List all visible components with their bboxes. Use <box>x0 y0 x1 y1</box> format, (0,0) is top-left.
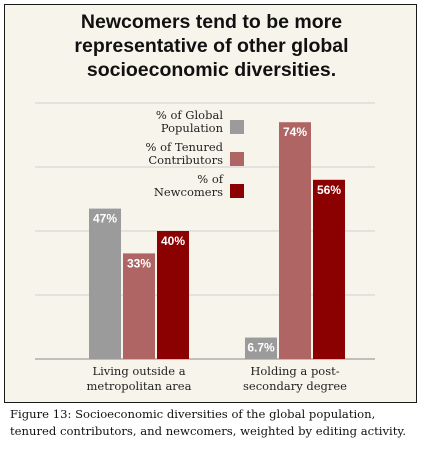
chart-legend-swatch <box>230 120 244 134</box>
chart-category-label: Holding a post- <box>250 364 339 378</box>
chart-bar-data-label: 40% <box>161 234 185 248</box>
chart-category-label: metropolitan area <box>87 379 192 393</box>
chart-bar <box>123 253 155 359</box>
chart-title-line: representative of other global <box>74 35 348 57</box>
figure-frame: Newcomers tend to be more representative … <box>4 4 417 444</box>
figure-caption: Figure 13: Socioeconomic diversities of … <box>4 402 417 444</box>
chart-bars <box>89 122 345 359</box>
chart-legend-label: % of Global <box>156 108 223 122</box>
chart-bar <box>313 179 345 359</box>
chart-bar-data-label: 33% <box>127 256 151 270</box>
chart-bar <box>245 337 277 359</box>
chart-bar-labels: 47% 33% 40% 6.7% 74% 56% <box>93 125 341 354</box>
chart-title-line: Newcomers tend to be more <box>81 11 342 33</box>
chart-category-label: Living outside a <box>92 364 185 378</box>
chart-legend-swatch <box>230 152 244 166</box>
chart-title-line: socioeconomic diversities. <box>87 59 336 81</box>
chart-title: Newcomers tend to be morerepresentative … <box>74 11 348 81</box>
chart-bar-data-label: 47% <box>93 212 117 226</box>
chart-legend-label: Population <box>161 121 224 135</box>
chart-category-label: secondary degree <box>243 379 347 393</box>
chart-bar-data-label: 6.7% <box>247 341 275 355</box>
chart-bar-data-label: 56% <box>317 183 341 197</box>
chart-bar <box>89 208 121 359</box>
chart-legend-label: % of <box>197 172 224 186</box>
chart-bar <box>279 122 311 359</box>
chart-bar-data-label: 74% <box>283 125 307 139</box>
bar-chart: Newcomers tend to be morerepresentative … <box>35 11 375 393</box>
chart-bar <box>157 231 189 359</box>
chart-legend-label: Contributors <box>148 153 223 167</box>
chart-legend-swatch <box>230 184 244 198</box>
chart-legend-label: Newcomers <box>154 185 223 199</box>
chart-legend-label: % of Tenured <box>146 140 224 154</box>
